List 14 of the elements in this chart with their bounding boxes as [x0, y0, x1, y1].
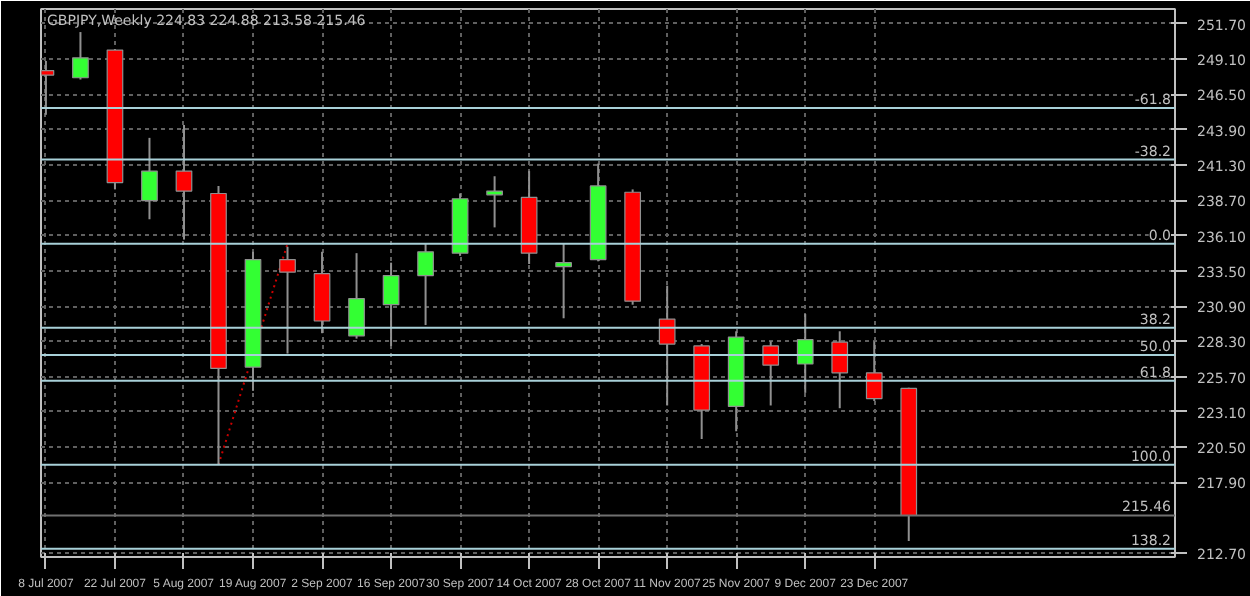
candlestick [382, 261, 400, 347]
candlestick [555, 242, 572, 320]
candlestick [486, 175, 503, 229]
candlestick [72, 31, 89, 81]
candlestick [865, 340, 883, 403]
candlestick [831, 330, 849, 410]
candlestick [658, 284, 676, 407]
candlestick [141, 136, 158, 221]
candlestick [796, 313, 814, 394]
candlestick [417, 242, 434, 327]
candlestick [348, 252, 365, 340]
candlestick [313, 250, 331, 335]
candlestick [279, 245, 296, 355]
candlestick [175, 123, 193, 241]
